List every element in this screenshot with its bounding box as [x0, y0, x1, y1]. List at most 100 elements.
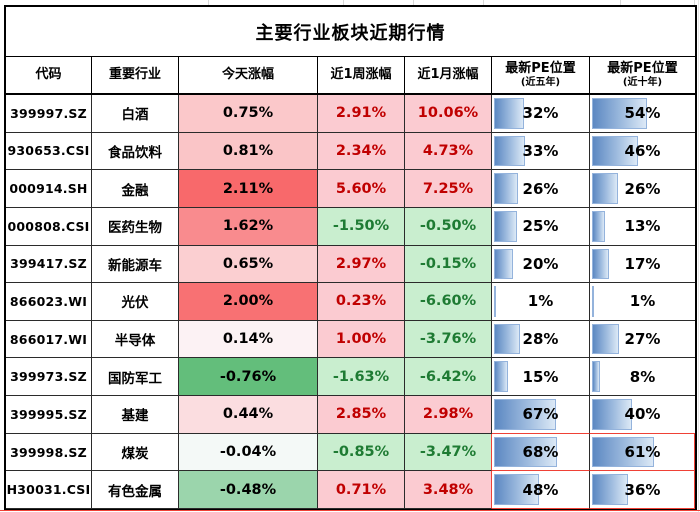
header-pe-5y-line2: (近五年) — [520, 76, 561, 88]
pe-databar — [494, 436, 558, 468]
cell-week-change: 5.60% — [318, 170, 405, 208]
pe-databar — [494, 399, 557, 430]
header-month-change: 近1月涨幅 — [405, 57, 492, 95]
pe-databar — [494, 210, 518, 242]
header-pe-10y: 最新PE位置 (近十年) — [590, 57, 695, 95]
pe-databar — [592, 248, 610, 280]
header-industry: 重要行业 — [92, 57, 179, 95]
gridline-stub — [620, 0, 621, 5]
pe-databar — [494, 286, 496, 317]
cell-industry-name: 新能源车 — [92, 245, 179, 284]
cell-pe-position-5y: 26% — [492, 170, 590, 208]
cell-index-code: 399417.SZ — [6, 245, 92, 284]
cell-pe-position-10y: 61% — [590, 433, 695, 472]
cell-month-change: -0.15% — [405, 245, 492, 284]
pe-databar — [494, 98, 524, 129]
cell-pe-position-5y: 33% — [492, 132, 590, 171]
pe-databar — [494, 361, 508, 393]
gridline-stub — [208, 0, 209, 5]
cell-index-code: 866023.WI — [6, 283, 92, 321]
cell-industry-name: 半导体 — [92, 320, 179, 359]
cell-week-change: 1.00% — [318, 320, 405, 359]
cell-month-change: 10.06% — [405, 95, 492, 133]
cell-month-change: -6.42% — [405, 358, 492, 397]
header-code: 代码 — [6, 57, 92, 95]
cell-industry-name: 基建 — [92, 396, 179, 434]
cell-pe-position-10y: 27% — [590, 320, 695, 359]
pe-databar — [592, 173, 619, 204]
cell-month-change: -3.76% — [405, 320, 492, 359]
cell-pe-position-10y: 1% — [590, 283, 695, 321]
cell-pe-position-10y: 36% — [590, 471, 695, 509]
cell-pe-position-10y: 8% — [590, 358, 695, 397]
cell-week-change: 0.71% — [318, 471, 405, 509]
gridline-stub — [413, 0, 414, 5]
cell-today-change: 0.75% — [179, 95, 318, 133]
pe-databar — [494, 323, 521, 355]
header-pe-5y: 最新PE位置 (近五年) — [492, 57, 590, 95]
cell-pe-position-5y: 15% — [492, 358, 590, 397]
pe-databar — [592, 286, 594, 317]
pe-databar — [494, 474, 539, 505]
pe-databar — [592, 436, 654, 468]
cell-month-change: -0.50% — [405, 207, 492, 246]
cell-week-change: 2.34% — [318, 132, 405, 171]
cell-week-change: 2.91% — [318, 95, 405, 133]
gridline-stub — [343, 0, 344, 5]
cell-index-code: 000914.SH — [6, 170, 92, 208]
cell-week-change: -1.63% — [318, 358, 405, 397]
cell-pe-position-5y: 28% — [492, 320, 590, 359]
cell-pe-position-5y: 1% — [492, 283, 590, 321]
table-title: 主要行业板块近期行情 — [6, 7, 695, 57]
pe-databar — [494, 135, 525, 167]
cell-index-code: 399997.SZ — [6, 95, 92, 133]
header-pe-5y-line1: 最新PE位置 — [505, 60, 576, 76]
cell-pe-position-10y: 40% — [590, 396, 695, 434]
pe-databar — [592, 135, 639, 167]
red-bottom-line — [0, 510, 700, 511]
cell-index-code: 000808.CSI — [6, 207, 92, 246]
gridline-stub — [483, 0, 484, 5]
cell-pe-position-10y: 13% — [590, 207, 695, 246]
cell-today-change: 1.62% — [179, 207, 318, 246]
cell-pe-position-5y: 20% — [492, 245, 590, 284]
cell-index-code: 866017.WI — [6, 320, 92, 359]
cell-industry-name: 食品饮料 — [92, 132, 179, 171]
cell-today-change: 0.14% — [179, 320, 318, 359]
header-pe-10y-line1: 最新PE位置 — [607, 60, 678, 76]
pe-databar — [592, 361, 601, 393]
cell-month-change: 7.25% — [405, 170, 492, 208]
cell-today-change: -0.76% — [179, 358, 318, 397]
pe-databar — [494, 173, 519, 204]
cell-index-code: 930653.CSI — [6, 132, 92, 171]
cell-week-change: 0.23% — [318, 283, 405, 321]
cell-pe-position-10y: 17% — [590, 245, 695, 284]
cell-industry-name: 金融 — [92, 170, 179, 208]
cell-pe-position-5y: 32% — [492, 95, 590, 133]
cell-index-code: H30031.CSI — [6, 471, 92, 509]
cell-today-change: 0.44% — [179, 396, 318, 434]
cell-industry-name: 煤炭 — [92, 433, 179, 472]
cell-industry-name: 光伏 — [92, 283, 179, 321]
cell-pe-position-10y: 26% — [590, 170, 695, 208]
cell-pe-position-10y: 54% — [590, 95, 695, 133]
gridline-stub — [694, 0, 695, 5]
header-week-change: 近1周涨幅 — [318, 57, 405, 95]
gridline-right — [698, 0, 699, 512]
cell-index-code: 399995.SZ — [6, 396, 92, 434]
pe-databar — [592, 98, 647, 129]
cell-pe-position-5y: 68% — [492, 433, 590, 472]
cell-week-change: -0.85% — [318, 433, 405, 472]
cell-month-change: -6.60% — [405, 283, 492, 321]
cell-industry-name: 有色金属 — [92, 471, 179, 509]
cell-pe-position-10y: 46% — [590, 132, 695, 171]
cell-today-change: -0.48% — [179, 471, 318, 509]
cell-industry-name: 白酒 — [92, 95, 179, 133]
cell-month-change: 3.48% — [405, 471, 492, 509]
cell-index-code: 399998.SZ — [6, 433, 92, 472]
cell-today-change: 0.81% — [179, 132, 318, 171]
pe-databar — [592, 474, 629, 505]
pe-databar — [592, 399, 633, 430]
pe-databar — [592, 210, 606, 242]
